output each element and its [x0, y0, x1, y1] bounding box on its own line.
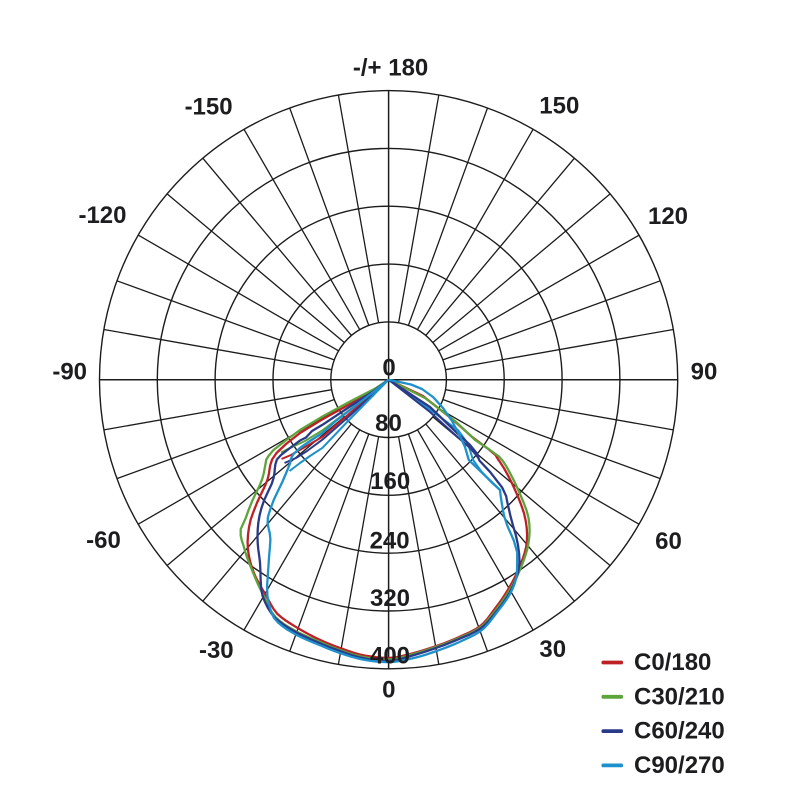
svg-text:-150: -150: [185, 94, 233, 121]
svg-text:30: 30: [539, 636, 566, 663]
svg-text:C60/240: C60/240: [634, 718, 725, 745]
svg-text:-30: -30: [199, 637, 234, 664]
svg-text:0: 0: [382, 355, 395, 382]
svg-text:-120: -120: [78, 202, 126, 229]
svg-text:240: 240: [370, 528, 410, 555]
svg-text:-/+ 180: -/+ 180: [353, 55, 428, 82]
svg-text:160: 160: [370, 468, 410, 495]
svg-text:-90: -90: [52, 358, 87, 385]
svg-text:C90/270: C90/270: [634, 752, 725, 779]
svg-text:60: 60: [655, 528, 682, 555]
svg-text:-60: -60: [86, 527, 121, 554]
svg-text:80: 80: [375, 410, 402, 437]
svg-text:120: 120: [648, 203, 688, 230]
svg-text:C0/180: C0/180: [634, 649, 711, 676]
svg-text:0: 0: [382, 677, 395, 704]
svg-text:90: 90: [691, 358, 718, 385]
svg-text:150: 150: [539, 93, 579, 120]
svg-text:C30/210: C30/210: [634, 683, 725, 710]
svg-text:400: 400: [370, 643, 410, 670]
svg-text:320: 320: [370, 585, 410, 612]
